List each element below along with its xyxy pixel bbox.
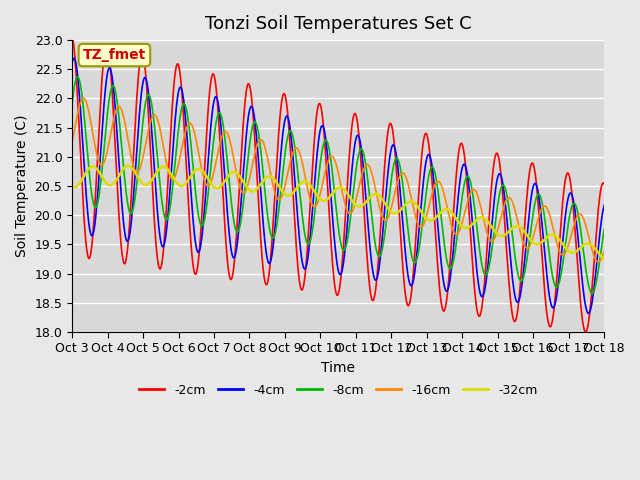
- Title: Tonzi Soil Temperatures Set C: Tonzi Soil Temperatures Set C: [205, 15, 472, 33]
- Y-axis label: Soil Temperature (C): Soil Temperature (C): [15, 115, 29, 257]
- X-axis label: Time: Time: [321, 361, 355, 375]
- Legend: -2cm, -4cm, -8cm, -16cm, -32cm: -2cm, -4cm, -8cm, -16cm, -32cm: [134, 379, 542, 402]
- Text: TZ_fmet: TZ_fmet: [83, 48, 146, 62]
